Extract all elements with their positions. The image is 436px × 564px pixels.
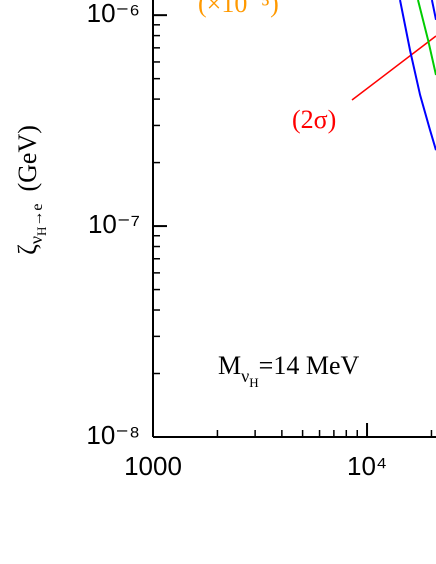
annotation-part: H	[249, 375, 258, 390]
curve	[417, 0, 436, 76]
x-tick-label: 10⁴	[347, 451, 387, 481]
curve	[430, 0, 436, 21]
y-label-unit: (GeV)	[13, 125, 42, 191]
annotation-part: M	[218, 351, 241, 380]
y-label-symbol: ζ	[13, 244, 42, 255]
y-label-sub: H	[34, 227, 49, 236]
annotation: (2σ)	[292, 105, 336, 134]
y-tick-label: 10⁻⁸	[86, 420, 140, 450]
curve	[399, 0, 436, 151]
annotation-part: =14 MeV	[259, 351, 360, 380]
y-label-sub: ν	[26, 236, 46, 244]
plot-area	[399, 0, 436, 151]
annotation: MνH=14 MeV	[218, 351, 359, 390]
y-label-sub: →e	[29, 204, 46, 227]
y-tick-label: 10⁻⁶	[87, 0, 140, 28]
annotation-part: ν	[241, 366, 249, 386]
y-tick-label: 10⁻⁷	[88, 209, 140, 239]
annotation: (×10⁻⁵)	[198, 0, 279, 18]
pointer-line	[351, 35, 436, 101]
y-axis-label: ζνH→e (GeV)	[13, 125, 49, 255]
x-tick-label: 1000	[124, 451, 182, 481]
